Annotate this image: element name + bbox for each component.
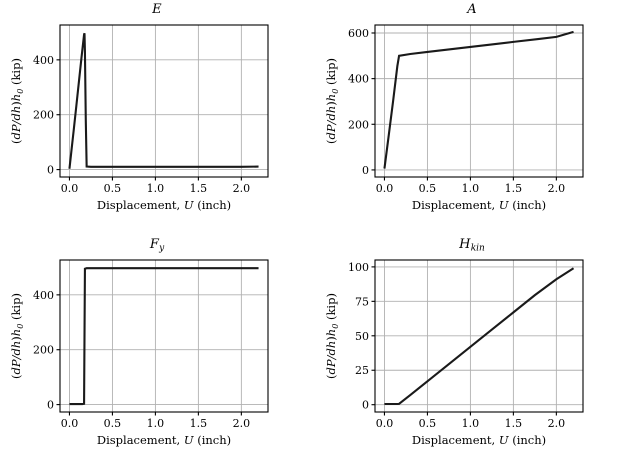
ytick-label: 600 (348, 27, 369, 40)
y-axis-label: (dP/dh)h0 (kip) (9, 58, 25, 144)
xtick-label: 0.0 (61, 182, 79, 195)
y-axis-label: (dP/dh)h0 (kip) (324, 58, 340, 144)
ytick-label: 200 (348, 118, 369, 131)
xtick-label: 1.5 (190, 182, 208, 195)
axes-top-left: 0.0 0.5 1.0 1.5 2.0 0 200 400 Displacement, U (i… (9, 24, 269, 212)
axes-spines (59, 24, 269, 178)
xtick-label: 0.5 (104, 417, 122, 430)
ytick-label: 400 (33, 54, 54, 67)
ytick-label: 50 (355, 330, 369, 343)
panel-title-main: A (467, 2, 477, 17)
x-axis-label: Displacement, U (inch) (412, 198, 546, 212)
xtick-label: 0.5 (419, 417, 437, 430)
data-series-line (383, 30, 574, 169)
axes-bottom-left: 0.0 0.5 1.0 1.5 2.0 0 200 400 Displacement, U (i… (9, 259, 269, 447)
xtick-label: 1.5 (190, 417, 208, 430)
panel-A: A (315, 0, 629, 234)
data-series-line (384, 267, 575, 406)
xtick-label: 1.5 (505, 182, 523, 195)
xtick-label: 1.0 (147, 417, 165, 430)
ytick-label: 200 (33, 109, 54, 122)
xtick-label: 0.0 (376, 182, 394, 195)
panel-title-A: A (315, 2, 629, 19)
ytick-label: 0 (362, 399, 369, 412)
plot-background (60, 260, 268, 412)
plot-background (60, 25, 268, 177)
axes-spines (374, 24, 584, 178)
ytick-label: 25 (355, 364, 369, 377)
data-series-line (69, 267, 259, 406)
x-axis-label: Displacement, U (inch) (97, 433, 231, 447)
ytick-label: 0 (47, 164, 54, 177)
panel-title-main: H (459, 237, 471, 252)
panel-Fy: Fy (0, 235, 314, 469)
xtick-label: 1.0 (462, 182, 480, 195)
xtick-label: 2.0 (548, 182, 566, 195)
xtick-label: 1.0 (147, 182, 165, 195)
ytick-label: 0 (47, 399, 54, 412)
xtick-label: 2.0 (233, 417, 251, 430)
panel-title-E: E (0, 2, 314, 19)
axes-bottom-right: 0.0 0.5 1.0 1.5 2.0 0 25 50 75 100 Displacement, U… (324, 259, 584, 447)
ytick-label: 100 (348, 261, 369, 274)
panel-title-sub: y (159, 243, 165, 254)
plot-background (375, 25, 583, 177)
y-axis-label: (dP/dh)h0 (kip) (324, 293, 340, 379)
ytick-label: 75 (355, 295, 369, 308)
panel-title-main: E (152, 2, 162, 17)
xtick-label: 0.0 (376, 417, 394, 430)
xtick-label: 1.5 (505, 417, 523, 430)
panel-E: E (0, 0, 314, 234)
y-axis-label: (dP/dh)h0 (kip) (9, 293, 25, 379)
data-series-line (68, 32, 259, 169)
x-axis-label: Displacement, U (inch) (412, 433, 546, 447)
axes-spines (59, 259, 269, 413)
panel-title-sub: kin (470, 243, 485, 254)
axes-top-right: 0.0 0.5 1.0 1.5 2.0 0 200 400 600 Displacement, U… (324, 24, 584, 212)
panel-title-main: F (149, 237, 160, 252)
panel-title-Fy: Fy (0, 237, 314, 254)
ytick-label: 200 (33, 344, 54, 357)
panel-title-Hkin: Hkin (315, 237, 629, 254)
xtick-label: 0.5 (419, 182, 437, 195)
xtick-label: 0.0 (61, 417, 79, 430)
xtick-label: 1.0 (462, 417, 480, 430)
panel-Hkin: Hkin (315, 235, 629, 469)
x-axis-label: Displacement, U (inch) (97, 198, 231, 212)
ytick-label: 400 (348, 73, 369, 86)
xtick-label: 2.0 (548, 417, 566, 430)
ytick-label: 0 (362, 164, 369, 177)
xtick-label: 0.5 (104, 182, 122, 195)
ytick-label: 400 (33, 289, 54, 302)
xtick-label: 2.0 (233, 182, 251, 195)
